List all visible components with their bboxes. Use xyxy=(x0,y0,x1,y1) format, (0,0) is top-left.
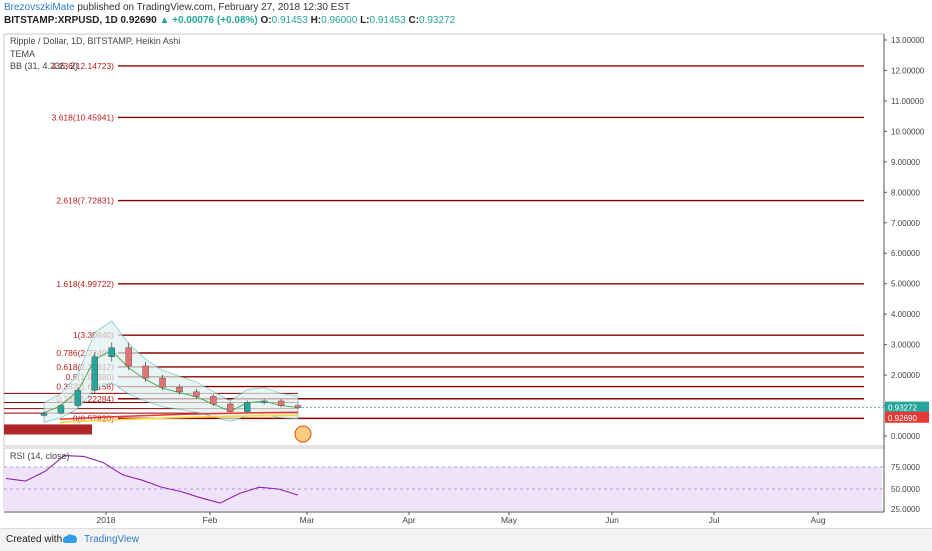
candle xyxy=(243,402,251,412)
candle xyxy=(176,387,183,393)
fib-level-label: 3.618(10.45941) xyxy=(52,112,115,122)
bb-legend[interactable]: BB (31, 4.236, 2) xyxy=(10,61,79,71)
price-tick-label: 0.00000 xyxy=(891,432,920,441)
time-tick-label: Feb xyxy=(203,515,218,525)
rsi-tick-label: 50.0000 xyxy=(891,485,920,494)
close-label: C: xyxy=(408,15,420,26)
open-value: 0.91453 xyxy=(271,15,308,26)
fib-zone-block xyxy=(4,424,92,435)
chart-canvas[interactable]: 13.00000 12.00000 11.00000 10.00000 9.00000 8… xyxy=(0,30,932,528)
fib-level-label: 0.786(2.72495) xyxy=(56,348,114,358)
low-label: L: xyxy=(360,15,370,26)
candle xyxy=(260,400,268,403)
change: +0.00076 (+0.08%) xyxy=(172,15,258,26)
time-tick-label: Apr xyxy=(402,515,415,525)
publish-text: published on TradingView.com, February 2… xyxy=(77,2,351,13)
symbol-line: BITSTAMP:XRPUSD, 1D 0.92690 ▲ +0.00076 (… xyxy=(4,15,455,26)
price-tick-label: 5.00000 xyxy=(891,280,920,289)
tema-line xyxy=(43,349,299,414)
time-tick-label: Mar xyxy=(300,515,315,525)
price-tick-label: 9.00000 xyxy=(891,158,920,167)
time-tick-label: 2018 xyxy=(97,515,116,525)
fib-level-label: 4.236(12.14723) xyxy=(52,61,115,71)
price-tick-label: 12.00000 xyxy=(891,66,925,75)
price-tick-label: 11.00000 xyxy=(891,97,924,106)
price-badge xyxy=(885,401,929,413)
time-tick-label: Jul xyxy=(709,515,720,525)
rsi-line xyxy=(5,455,299,504)
event-marker-icon[interactable] xyxy=(294,425,312,443)
price-tick-label: 6.00000 xyxy=(891,249,920,258)
ma-line xyxy=(59,414,299,424)
candle xyxy=(193,391,200,397)
low-value: 0.91453 xyxy=(369,15,406,26)
candle xyxy=(57,405,65,414)
up-arrow-icon: ▲ xyxy=(159,15,173,26)
candle xyxy=(227,403,234,412)
author-link[interactable]: BrezovszkiMate xyxy=(4,2,75,13)
time-tick-label: Aug xyxy=(810,515,825,525)
candle xyxy=(74,390,82,406)
footer: Created with TradingView xyxy=(0,528,932,551)
last-price: 0.92690 xyxy=(120,15,157,26)
rsi-tick-label: 75.0000 xyxy=(891,463,920,472)
price-badge-label: 0.92690 xyxy=(888,414,917,423)
fib-level-label: 1.618(4.99722) xyxy=(56,279,114,289)
price-tick-label: 4.00000 xyxy=(891,310,920,319)
bollinger-band xyxy=(43,320,299,423)
ma-line xyxy=(59,411,299,421)
price-tick-label: 10.00000 xyxy=(891,127,925,136)
candle xyxy=(108,347,115,357)
open-label: O: xyxy=(260,15,272,26)
created-with: Created with xyxy=(6,534,63,545)
candle xyxy=(91,356,99,391)
candle xyxy=(210,396,217,405)
candle xyxy=(159,377,166,388)
price-tick-label: 2.00000 xyxy=(891,371,920,380)
candle xyxy=(277,400,285,406)
candle xyxy=(125,347,132,367)
price-badge xyxy=(885,411,929,423)
fib-level-label: 2.618(7.72831) xyxy=(56,196,114,206)
price-tick-label: 13.00000 xyxy=(891,36,925,45)
candle xyxy=(142,365,149,379)
price-tick-label: 7.00000 xyxy=(891,219,920,228)
tema-legend[interactable]: TEMA xyxy=(10,49,36,59)
price-tick-label: 3.00000 xyxy=(891,341,920,350)
price-badge-label: 0.93272 xyxy=(888,404,917,413)
tradingview-brand[interactable]: TradingView xyxy=(84,534,140,545)
tradingview-logo-icon xyxy=(63,534,77,543)
price-tick-label: 8.00000 xyxy=(891,188,920,197)
rsi-legend[interactable]: RSI (14, close) xyxy=(10,451,70,461)
candle xyxy=(40,412,48,416)
symbol: BITSTAMP:XRPUSD, 1D xyxy=(4,15,118,26)
high-value: 0.96000 xyxy=(321,15,358,26)
high-label: H: xyxy=(310,15,322,26)
close-value: 0.93272 xyxy=(419,15,456,26)
publish-line: BrezovszkiMate published on TradingView.… xyxy=(4,2,350,13)
rsi-tick-label: 25.0000 xyxy=(891,505,920,514)
time-tick-label: Jun xyxy=(605,515,619,525)
time-tick-label: May xyxy=(501,515,518,525)
chart-title: Ripple / Dollar, 1D, BITSTAMP, Heikin As… xyxy=(10,36,181,46)
